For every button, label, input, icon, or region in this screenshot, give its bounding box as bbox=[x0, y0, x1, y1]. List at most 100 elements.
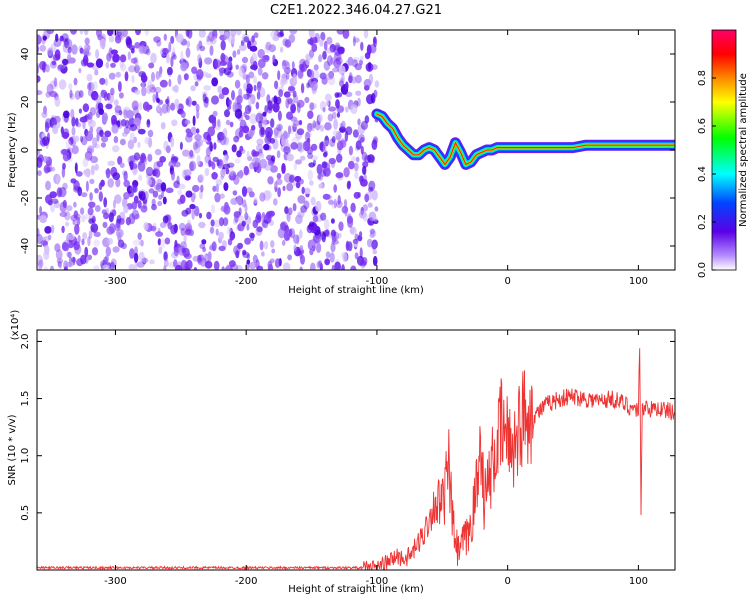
noise-blob bbox=[122, 30, 128, 38]
noise-blob bbox=[148, 188, 155, 194]
noise-blob bbox=[151, 71, 155, 82]
noise-blob bbox=[164, 237, 171, 245]
noise-blob bbox=[49, 61, 57, 69]
noise-blob bbox=[152, 190, 159, 198]
noise-blob bbox=[246, 151, 250, 159]
noise-blob bbox=[220, 52, 226, 63]
noise-blob bbox=[163, 264, 167, 270]
ridge-band-5 bbox=[376, 113, 675, 165]
noise-blob bbox=[185, 128, 192, 134]
noise-blob bbox=[70, 30, 77, 35]
noise-blob bbox=[67, 251, 72, 259]
noise-blob bbox=[180, 259, 187, 270]
noise-blob bbox=[220, 40, 226, 51]
noise-blob bbox=[236, 195, 243, 206]
noise-blob bbox=[234, 158, 241, 164]
noise-blob bbox=[313, 64, 319, 71]
noise-blob bbox=[82, 232, 88, 240]
noise-blob bbox=[310, 143, 318, 151]
noise-blob bbox=[184, 174, 191, 181]
noise-blob bbox=[284, 206, 289, 215]
noise-blob bbox=[286, 153, 294, 162]
noise-blob bbox=[127, 51, 131, 61]
noise-blob bbox=[79, 47, 84, 54]
noise-blob bbox=[357, 118, 361, 126]
noise-blob bbox=[274, 80, 279, 90]
ridge-band-1 bbox=[372, 110, 675, 169]
noise-blob bbox=[305, 130, 312, 138]
noise-blob bbox=[172, 54, 177, 60]
noise-blob bbox=[146, 104, 151, 113]
noise-blob bbox=[104, 130, 112, 138]
noise-blob bbox=[125, 217, 131, 226]
noise-blob bbox=[54, 243, 61, 253]
noise-blob bbox=[257, 48, 265, 59]
noise-blob bbox=[331, 229, 335, 241]
noise-blob bbox=[300, 83, 305, 94]
noise-blob bbox=[80, 254, 87, 265]
noise-blob bbox=[331, 136, 336, 143]
noise-blob bbox=[230, 198, 238, 205]
noise-blob bbox=[333, 45, 342, 56]
noise-blob bbox=[318, 183, 324, 189]
noise-blob bbox=[312, 120, 317, 129]
signal-ridge bbox=[371, 108, 675, 170]
noise-blob bbox=[202, 93, 207, 103]
noise-blob bbox=[262, 219, 269, 229]
noise-blob bbox=[87, 112, 93, 120]
noise-blob bbox=[246, 224, 250, 231]
y-tick-label: 40 bbox=[20, 48, 31, 61]
noise-blob bbox=[45, 64, 50, 73]
noise-blob bbox=[83, 51, 92, 57]
noise-blob bbox=[289, 228, 296, 239]
noise-blob bbox=[287, 125, 292, 135]
noise-blob bbox=[96, 132, 100, 142]
noise-blob bbox=[149, 225, 157, 232]
noise-blob bbox=[107, 30, 114, 36]
noise-blob bbox=[81, 238, 85, 246]
noise-blob bbox=[120, 31, 125, 40]
noise-blob bbox=[354, 252, 359, 260]
noise-blob bbox=[334, 261, 341, 270]
noise-blob bbox=[94, 69, 99, 76]
noise-blob bbox=[165, 98, 170, 105]
noise-blob bbox=[234, 79, 241, 89]
noise-blob bbox=[103, 212, 109, 220]
noise-blob bbox=[257, 58, 266, 69]
noise-blob bbox=[195, 103, 200, 112]
noise-blob bbox=[248, 96, 252, 107]
noise-blob bbox=[196, 138, 204, 147]
noise-blob bbox=[259, 240, 264, 251]
noise-blob bbox=[181, 247, 187, 254]
noise-blob bbox=[191, 100, 197, 106]
noise-blob bbox=[299, 266, 303, 270]
noise-blob bbox=[326, 36, 333, 45]
noise-blob bbox=[217, 85, 223, 94]
noise-blob bbox=[203, 85, 212, 91]
noise-blob bbox=[347, 56, 354, 66]
noise-blob bbox=[134, 89, 141, 95]
noise-blob bbox=[99, 77, 106, 85]
noise-blob bbox=[64, 221, 70, 227]
noise-blob bbox=[274, 133, 278, 139]
noise-blob bbox=[286, 234, 290, 241]
noise-blob bbox=[104, 255, 109, 263]
noise-blob bbox=[147, 153, 153, 162]
noise-blob bbox=[241, 186, 248, 197]
noise-blob bbox=[123, 192, 130, 200]
noise-blob bbox=[63, 110, 70, 119]
noise-blob bbox=[212, 110, 218, 117]
noise-blob bbox=[212, 58, 218, 70]
noise-blob bbox=[128, 45, 135, 51]
noise-blob bbox=[352, 238, 359, 245]
noise-blob bbox=[367, 154, 375, 163]
noise-blob bbox=[245, 83, 253, 94]
noise-blob bbox=[352, 35, 356, 47]
noise-blob bbox=[234, 212, 239, 224]
noise-blob bbox=[293, 244, 297, 252]
noise-blob bbox=[204, 57, 213, 65]
noise-blob bbox=[44, 245, 50, 255]
noise-blob bbox=[198, 221, 206, 229]
noise-blob bbox=[363, 30, 369, 39]
noise-blob bbox=[165, 145, 171, 154]
